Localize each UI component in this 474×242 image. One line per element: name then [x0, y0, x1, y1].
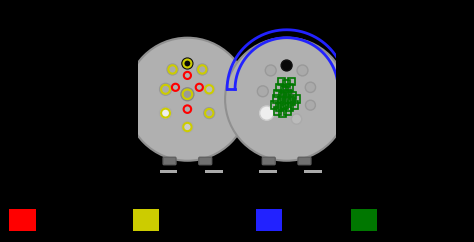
- Bar: [274, 90, 282, 97]
- Bar: [291, 101, 298, 109]
- Circle shape: [305, 82, 316, 92]
- Bar: [288, 98, 295, 105]
- Bar: [271, 101, 278, 109]
- Circle shape: [204, 108, 215, 119]
- Text: Background ROI: Background ROI: [43, 215, 127, 225]
- Circle shape: [281, 60, 292, 71]
- Bar: [279, 91, 286, 99]
- Circle shape: [257, 86, 268, 97]
- Bar: [281, 86, 288, 93]
- Bar: [289, 91, 296, 99]
- Circle shape: [182, 58, 193, 69]
- Bar: [9, 209, 36, 231]
- Bar: [293, 96, 300, 103]
- Bar: [351, 209, 377, 231]
- Bar: [304, 170, 322, 173]
- Text: NPS ROI: NPS ROI: [384, 215, 426, 225]
- Circle shape: [126, 38, 249, 161]
- Bar: [205, 170, 223, 173]
- Bar: [286, 83, 293, 91]
- Circle shape: [225, 38, 348, 161]
- Circle shape: [305, 100, 315, 110]
- Circle shape: [160, 107, 172, 119]
- Circle shape: [181, 88, 194, 101]
- Circle shape: [297, 65, 308, 76]
- FancyBboxPatch shape: [262, 157, 275, 165]
- Circle shape: [281, 87, 292, 99]
- Bar: [279, 109, 286, 117]
- Circle shape: [260, 106, 274, 120]
- Bar: [283, 80, 291, 87]
- Bar: [284, 107, 292, 115]
- Bar: [274, 107, 282, 115]
- Bar: [276, 83, 283, 91]
- Bar: [281, 101, 288, 109]
- Circle shape: [204, 84, 215, 95]
- FancyBboxPatch shape: [298, 157, 311, 165]
- Circle shape: [167, 64, 178, 75]
- Text: Insert ROI: Insert ROI: [166, 215, 218, 225]
- Circle shape: [182, 121, 193, 132]
- FancyBboxPatch shape: [199, 157, 212, 165]
- Circle shape: [292, 114, 301, 124]
- Text: MTF ROI: MTF ROI: [289, 215, 332, 225]
- Bar: [278, 78, 285, 85]
- Bar: [288, 78, 295, 85]
- FancyBboxPatch shape: [163, 157, 176, 165]
- Bar: [133, 209, 159, 231]
- Circle shape: [265, 65, 276, 76]
- Bar: [283, 96, 291, 103]
- Bar: [284, 90, 292, 97]
- Circle shape: [160, 83, 172, 95]
- Bar: [286, 103, 293, 111]
- Circle shape: [197, 64, 208, 75]
- Bar: [259, 170, 277, 173]
- Bar: [278, 98, 285, 105]
- Bar: [160, 170, 177, 173]
- Bar: [273, 96, 281, 103]
- Bar: [276, 103, 283, 111]
- Bar: [256, 209, 282, 231]
